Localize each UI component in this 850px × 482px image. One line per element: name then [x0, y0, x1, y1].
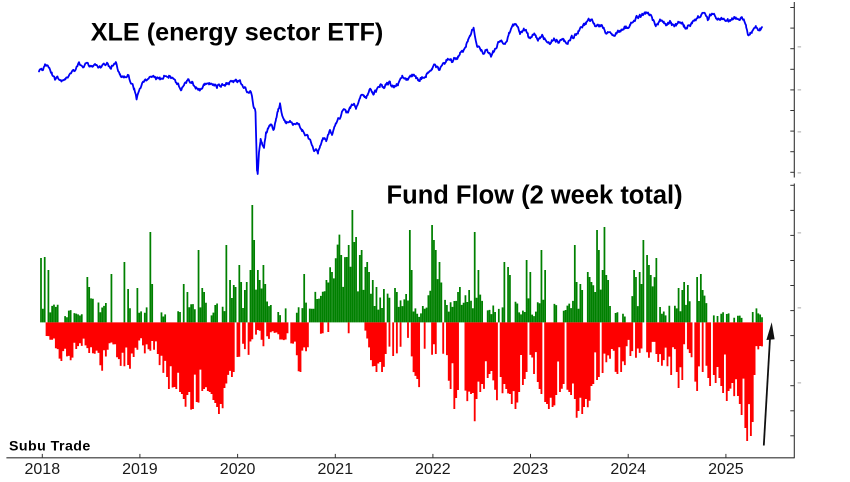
svg-text:2025: 2025 — [708, 461, 744, 478]
svg-text:2019: 2019 — [122, 461, 158, 478]
svg-text:2020: 2020 — [220, 461, 256, 478]
svg-text:XLE (energy sector ETF): XLE (energy sector ETF) — [91, 18, 384, 46]
svg-text:2023: 2023 — [513, 461, 549, 478]
svg-text:Fund Flow (2 week total): Fund Flow (2 week total) — [387, 182, 683, 210]
svg-text:2021: 2021 — [318, 461, 354, 478]
svg-text:Subu Trade: Subu Trade — [9, 439, 91, 455]
svg-text:2024: 2024 — [610, 461, 646, 478]
svg-text:2018: 2018 — [25, 461, 61, 478]
svg-text:2022: 2022 — [415, 461, 451, 478]
